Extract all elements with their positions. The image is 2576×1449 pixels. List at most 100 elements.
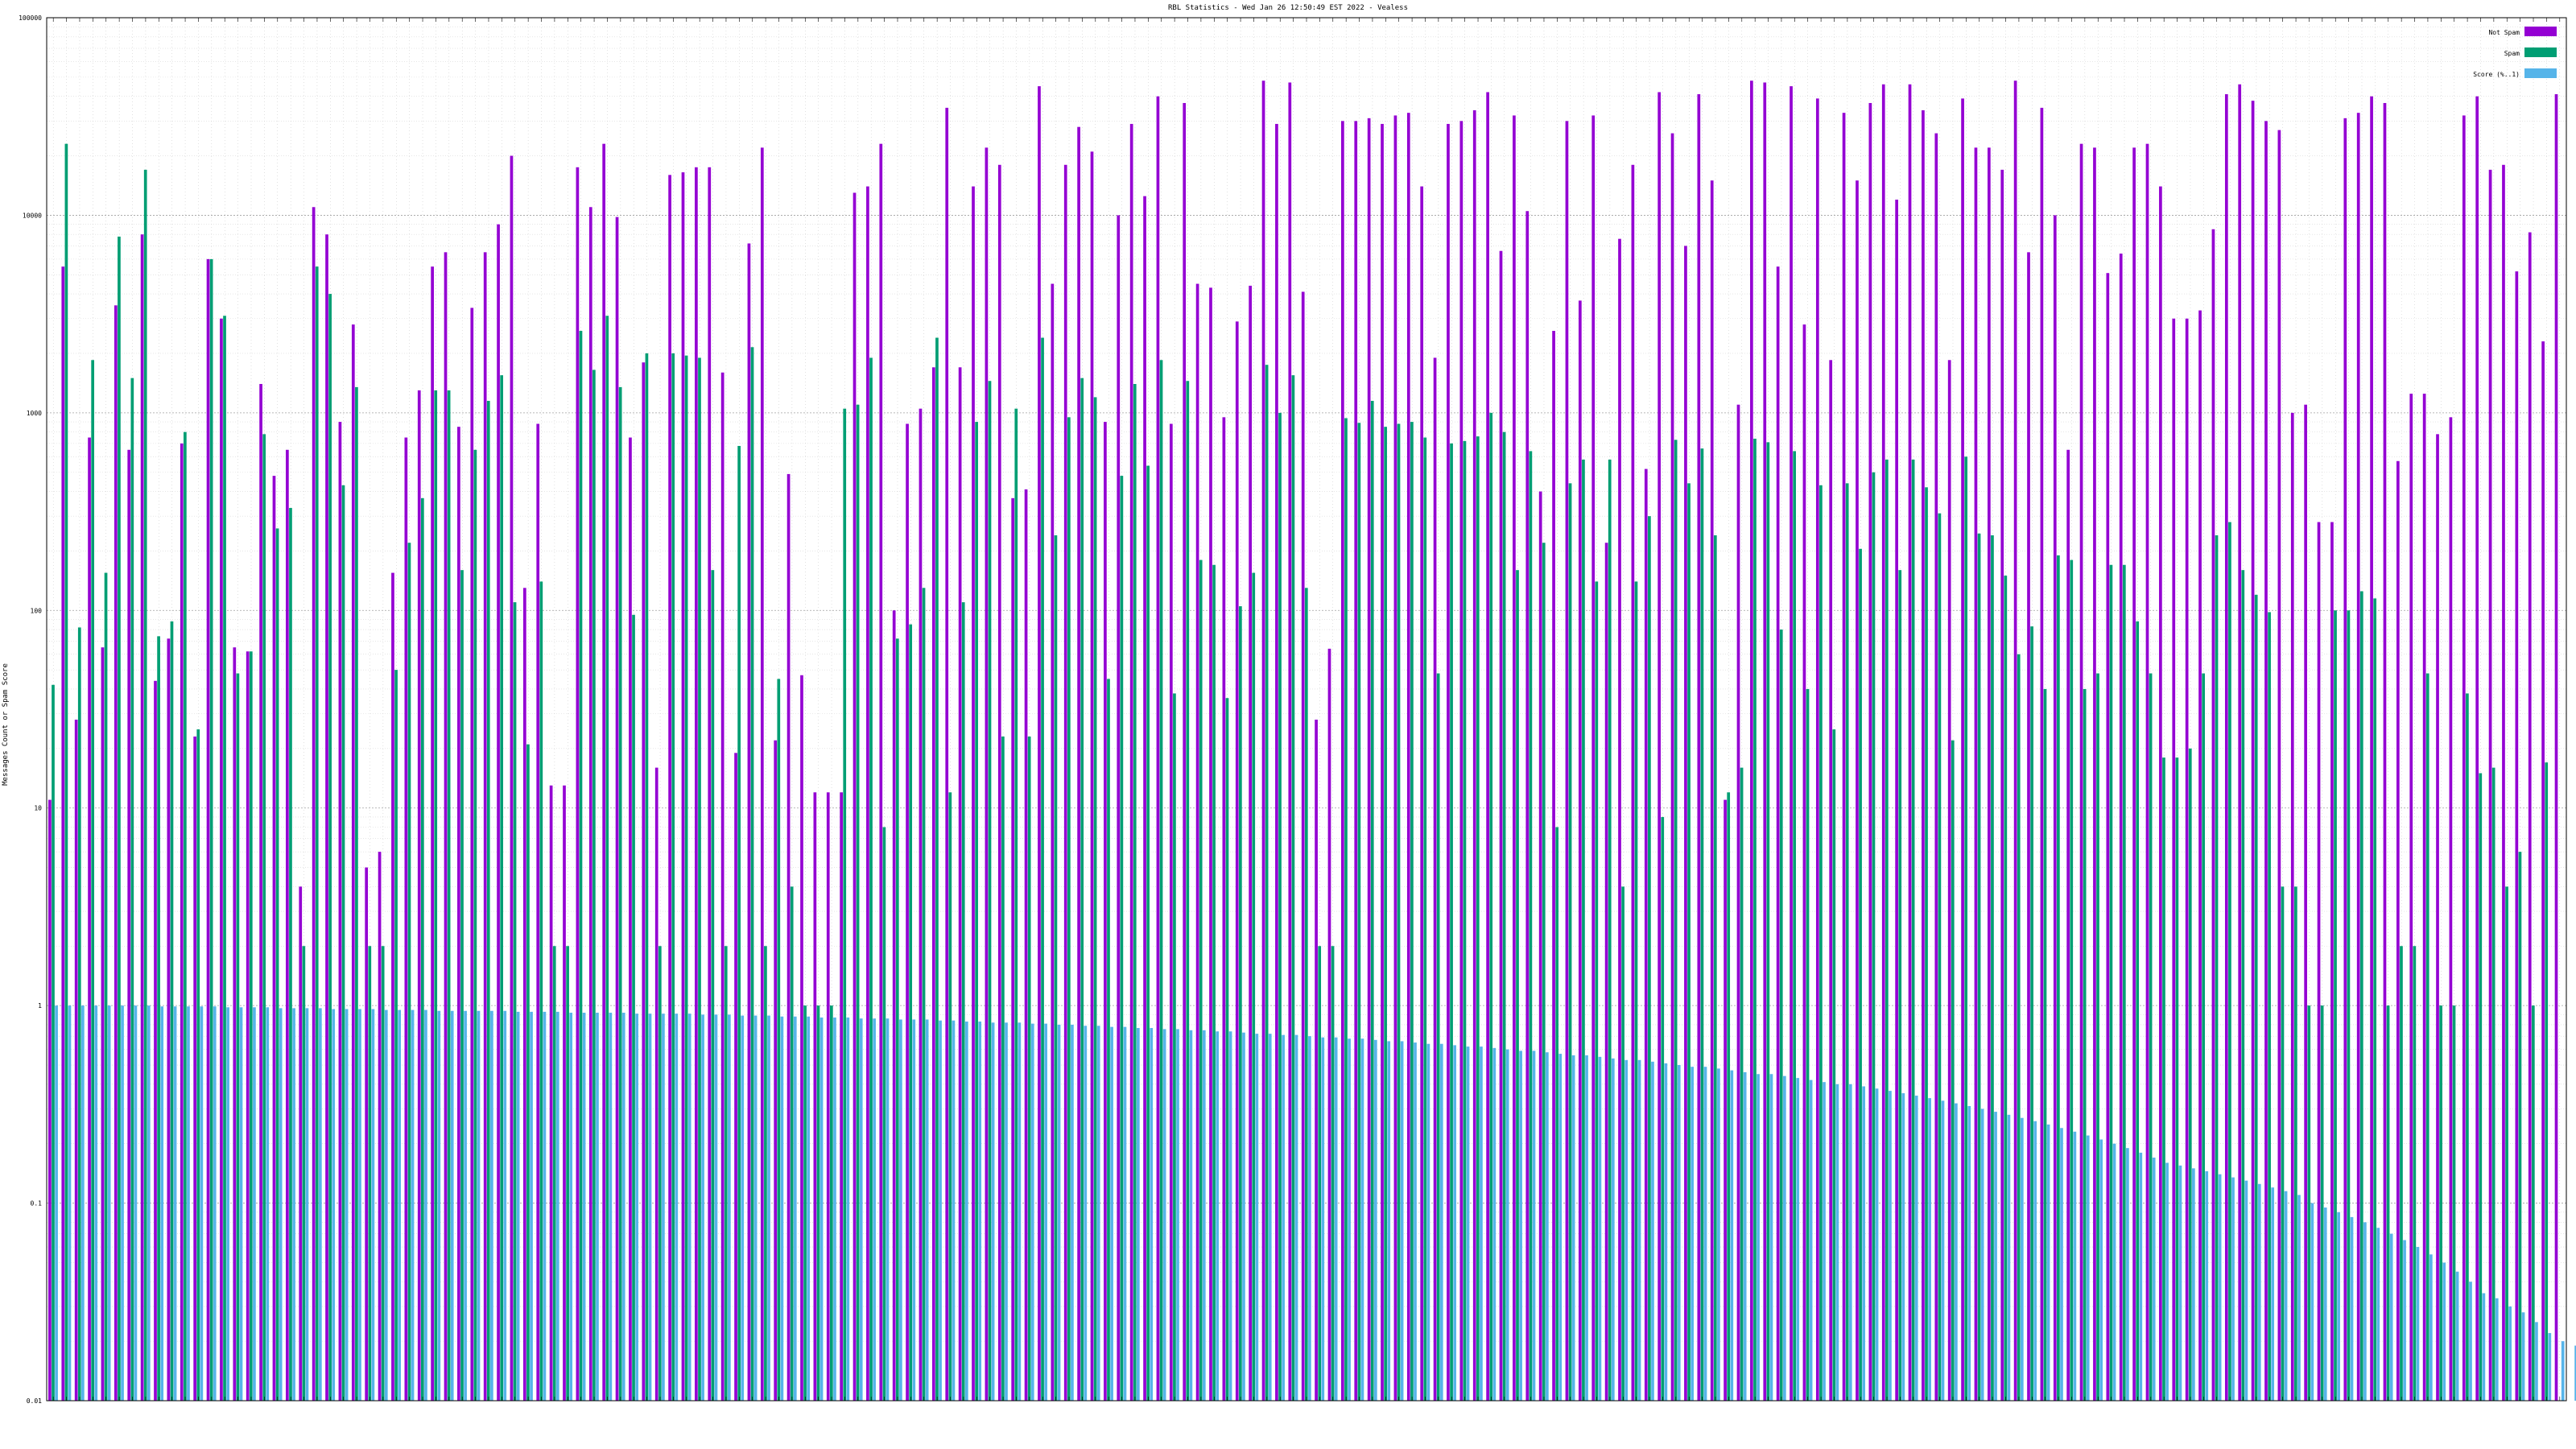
bar-not-spam	[2436, 434, 2439, 1401]
bar-spam	[895, 638, 899, 1401]
bar-spam	[407, 543, 411, 1402]
bar-score	[1373, 1039, 1377, 1401]
bar-score	[1176, 1029, 1179, 1401]
bar-score	[2033, 1121, 2037, 1401]
bar-score	[411, 1009, 415, 1401]
bar-not-spam	[1947, 360, 1951, 1402]
bar-spam	[1779, 630, 1783, 1401]
bar-score	[2574, 1345, 2576, 1401]
bar-spam	[909, 624, 913, 1401]
bar-spam	[2359, 591, 2363, 1401]
bar-not-spam	[1393, 115, 1397, 1402]
bar-not-spam	[1301, 291, 1305, 1402]
bar-not-spam	[1631, 164, 1635, 1402]
bar-not-spam	[1815, 98, 1819, 1402]
bar-not-spam	[444, 252, 448, 1401]
bar-score	[1189, 1030, 1193, 1401]
legend-swatch-score	[2524, 68, 2557, 78]
bar-not-spam	[2093, 147, 2096, 1401]
bar-not-spam	[220, 318, 223, 1402]
bar-spam	[1041, 337, 1044, 1401]
bar-spam	[223, 316, 226, 1401]
bar-score	[292, 1008, 295, 1401]
bar-score	[621, 1013, 625, 1401]
bar-not-spam	[1249, 285, 1253, 1401]
bar-spam	[2149, 673, 2153, 1401]
bar-not-spam	[813, 792, 817, 1401]
bar-spam	[1753, 438, 1757, 1401]
bar-not-spam	[483, 252, 487, 1401]
bar-score	[2020, 1117, 2024, 1401]
bar-not-spam	[1143, 196, 1146, 1402]
bar-spam	[1621, 886, 1624, 1401]
bar-score	[2192, 1168, 2195, 1401]
bar-score	[2257, 1183, 2261, 1401]
bar-score	[1637, 1059, 1641, 1401]
bar-spam	[1080, 378, 1084, 1402]
bar-spam	[1634, 581, 1638, 1401]
bar-score	[305, 1008, 309, 1401]
bar-spam	[1212, 564, 1216, 1401]
bar-spam	[500, 375, 504, 1402]
bar-not-spam	[2106, 273, 2110, 1401]
bar-score	[1018, 1022, 1022, 1401]
bar-score	[1466, 1046, 1470, 1401]
bar-spam	[803, 1005, 807, 1401]
bar-not-spam	[167, 638, 171, 1401]
bar-not-spam	[1513, 115, 1516, 1402]
bar-not-spam	[193, 736, 197, 1401]
bar-not-spam	[1129, 123, 1133, 1402]
bar-score	[1848, 1084, 1852, 1401]
bar-spam	[2162, 758, 2165, 1401]
bar-score	[2429, 1254, 2433, 1401]
bar-not-spam	[563, 785, 566, 1401]
bar-score	[1703, 1067, 1707, 1401]
bar-spam	[1318, 946, 1322, 1401]
bar-score	[266, 1007, 270, 1401]
bar-spam	[1885, 459, 1889, 1401]
bar-spam	[737, 445, 741, 1401]
bar-not-spam	[431, 266, 434, 1401]
bar-not-spam	[958, 367, 962, 1402]
bar-spam	[1964, 456, 1968, 1401]
bar-not-spam	[774, 740, 778, 1401]
bar-spam	[209, 258, 213, 1401]
bar-score	[912, 1019, 916, 1401]
bar-score	[1914, 1096, 1918, 1401]
bar-spam	[1014, 408, 1018, 1401]
bar-spam	[2202, 673, 2205, 1401]
bar-spam	[2030, 626, 2033, 1401]
bar-not-spam	[2290, 412, 2294, 1401]
bar-spam	[513, 602, 517, 1401]
bar-score	[1030, 1023, 1034, 1401]
bar-not-spam	[2462, 115, 2466, 1402]
bar-not-spam	[840, 792, 843, 1401]
bar-score	[2231, 1177, 2235, 1401]
bar-spam	[2294, 886, 2297, 1401]
bar-spam	[2452, 1005, 2456, 1401]
bar-not-spam	[2159, 186, 2162, 1401]
bar-not-spam	[786, 473, 791, 1402]
bar-score	[2442, 1262, 2446, 1401]
bar-score	[1242, 1032, 1245, 1401]
bar-spam	[1951, 740, 1955, 1401]
bar-spam	[2479, 773, 2483, 1401]
bar-score	[1558, 1054, 1563, 1401]
bar-score	[213, 1006, 217, 1401]
bar-spam	[143, 169, 147, 1401]
bar-score	[2297, 1195, 2301, 1401]
bar-spam	[1093, 397, 1097, 1401]
bar-spam	[724, 946, 728, 1401]
bar-spam	[1173, 693, 1176, 1401]
bar-spam	[869, 357, 873, 1401]
bar-score	[1150, 1028, 1154, 1401]
bar-spam	[77, 627, 81, 1401]
bar-not-spam	[391, 572, 394, 1401]
bar-not-spam	[2066, 449, 2070, 1401]
bar-spam	[394, 670, 398, 1401]
bar-not-spam	[945, 107, 949, 1402]
bar-not-spam	[1077, 126, 1080, 1401]
bar-spam	[2017, 654, 2021, 1401]
bar-not-spam	[1922, 109, 1925, 1401]
bar-score	[2126, 1148, 2129, 1401]
